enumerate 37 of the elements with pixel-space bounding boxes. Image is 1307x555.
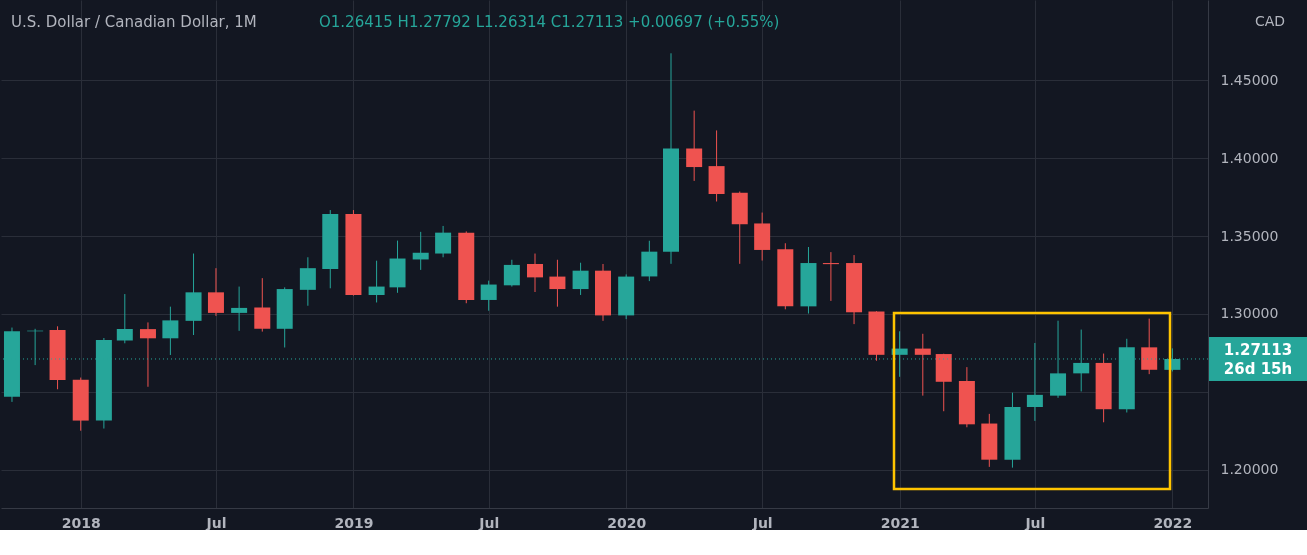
candlestick [914, 333, 931, 397]
candlestick [207, 267, 224, 317]
candlestick [116, 293, 133, 344]
x-tick-label: Jul [205, 514, 227, 531]
candlestick [686, 110, 703, 182]
x-tick-label: 2022 [1153, 514, 1193, 531]
candlestick [412, 231, 429, 271]
candlestick [1141, 318, 1158, 375]
x-tick-label: Jul [478, 514, 500, 531]
candlestick [549, 259, 566, 308]
x-tick-label: 2018 [61, 514, 101, 531]
y-tick-label: 1.20000 [1220, 461, 1279, 478]
candlestick [480, 280, 497, 312]
y-tick-label: 1.35000 [1220, 227, 1279, 244]
candlestick [231, 286, 248, 332]
x-tick-label: 2020 [607, 514, 647, 531]
text: O1.26415 H1.27792 L1.26314 C1.27113 +0.00697 (+0.55%) [319, 13, 780, 31]
text: U.S. Dollar / Canadian Dollar, 1M [11, 13, 257, 31]
candlestick [822, 251, 839, 302]
y-tick-label: 1.45000 [1220, 71, 1279, 88]
candlestick [299, 256, 316, 307]
candlestick [572, 262, 589, 296]
candlestick [503, 259, 520, 288]
x-tick-label: 2019 [334, 514, 374, 531]
candlestick [254, 277, 271, 333]
candlestick [527, 253, 544, 293]
x-tick-label: Jul [1024, 514, 1046, 531]
x-tick-label: 2021 [880, 514, 920, 531]
candlestick [435, 225, 452, 258]
ref-line-label: 1.27113 26d 15h [1223, 340, 1293, 378]
candlestick [162, 306, 179, 356]
candlestick [139, 321, 156, 388]
y-axis-title: CAD [1254, 13, 1286, 29]
y-tick-label: 1.30000 [1220, 305, 1279, 322]
y-tick-label: 1.40000 [1220, 149, 1279, 166]
x-tick-label: Jul [751, 514, 773, 531]
candlestick [368, 260, 385, 303]
